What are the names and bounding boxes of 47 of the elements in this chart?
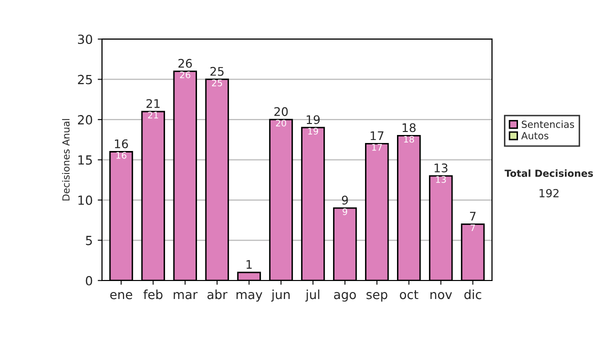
total-label: 1 [246, 260, 252, 269]
x-tick-label: oct [400, 290, 418, 300]
total-label: 16 [114, 139, 128, 148]
y-tick-label: 0 [86, 276, 92, 286]
data-label: 7 [470, 224, 475, 232]
data-label: 16 [116, 152, 126, 159]
total-label: 25 [210, 66, 224, 76]
y-tick-label: 30 [78, 34, 92, 44]
x-tick-label: feb [143, 290, 162, 300]
total-label: 18 [402, 123, 416, 132]
y-tick-label: 20 [78, 115, 92, 124]
data-label: 19 [308, 128, 318, 135]
x-tick-label: jul [305, 290, 320, 302]
x-tick-label: ago [334, 292, 356, 302]
total-label: 26 [178, 58, 192, 68]
legend-label: Sentencias [522, 120, 574, 128]
y-tick-label: 25 [78, 74, 92, 84]
data-label: 18 [404, 136, 414, 143]
x-tick-label: may [236, 292, 262, 302]
total-label: 21 [146, 99, 160, 108]
data-label: 20 [276, 120, 286, 127]
legend-label: Autos [521, 132, 548, 140]
total-label: 19 [306, 115, 320, 124]
x-tick-label: sep [366, 292, 388, 302]
data-label: 21 [148, 112, 158, 118]
y-axis-title: Decisiones Anual [62, 119, 70, 200]
y-tick-label: 15 [78, 155, 92, 165]
x-tick-label: nov [430, 292, 452, 300]
text: Total Decisiones [504, 169, 593, 177]
x-tick-label: mar [174, 292, 198, 300]
data-label: 9 [342, 208, 348, 216]
total-label: 20 [274, 107, 288, 116]
total-label: 7 [470, 212, 476, 221]
y-tick-label: 5 [86, 236, 92, 246]
total-label: 13 [434, 163, 448, 172]
x-tick-label: jun [271, 290, 290, 302]
total-label: 9 [342, 196, 348, 205]
data-label: 17 [372, 144, 382, 151]
data-label: 25 [212, 79, 222, 86]
x-tick-label: ene [110, 292, 132, 300]
data-label: 26 [180, 71, 190, 78]
y-tick-label: 10 [78, 196, 92, 205]
x-tick-label: dic [464, 290, 482, 300]
x-tick-label: abr [207, 290, 228, 300]
text: 192 [540, 188, 558, 198]
total-label: 17 [370, 131, 384, 140]
data-label: 13 [436, 176, 446, 183]
